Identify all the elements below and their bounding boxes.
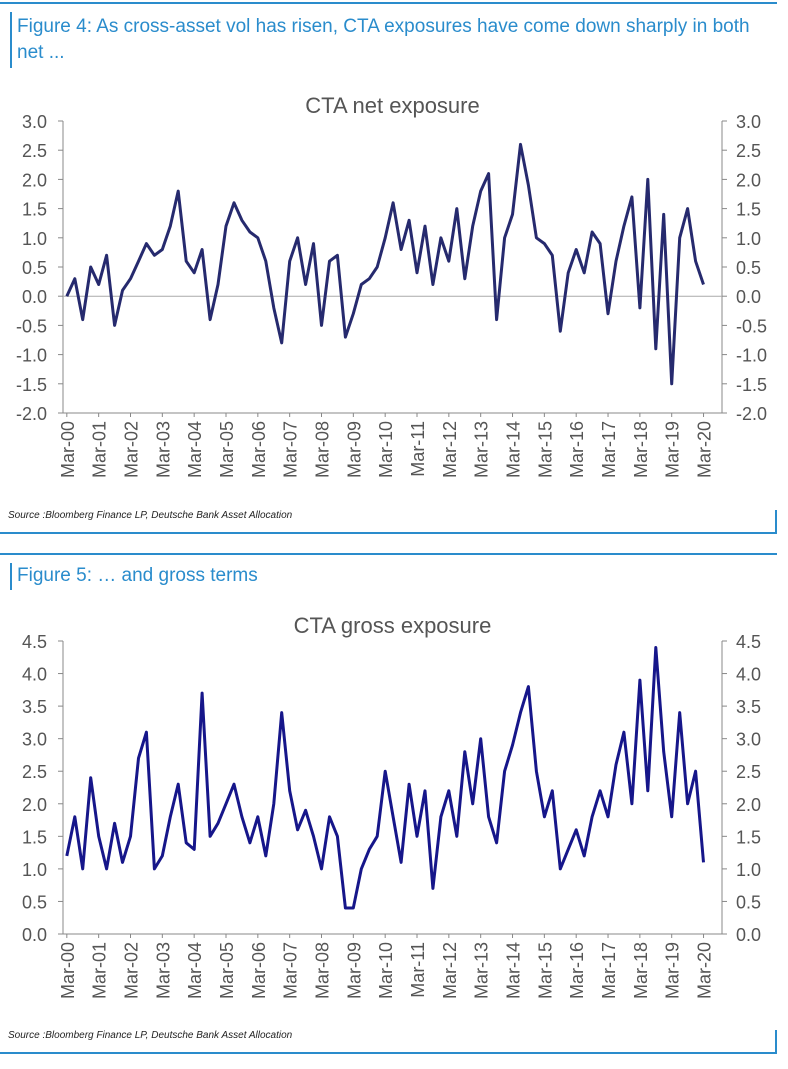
x-tick-label: Mar-14 [504, 421, 524, 478]
x-tick-label: Mar-00 [58, 942, 78, 999]
y2-tick-label: 0.0 [736, 287, 761, 307]
y2-tick-label: 2.0 [736, 795, 761, 815]
y-tick-label: 3.0 [22, 112, 47, 132]
x-tick-label: Mar-18 [631, 421, 651, 478]
y2-tick-label: 3.0 [736, 112, 761, 132]
y-tick-label: -2.0 [16, 404, 47, 424]
y2-tick-label: 2.5 [736, 762, 761, 782]
x-tick-label: Mar-03 [153, 421, 173, 478]
y-tick-label: 0.0 [22, 925, 47, 945]
y-tick-label: -0.5 [16, 316, 47, 336]
y2-tick-label: -1.0 [736, 346, 767, 366]
y2-tick-label: 1.5 [736, 827, 761, 847]
x-tick-label: Mar-15 [535, 421, 555, 478]
y2-tick-label: -0.5 [736, 316, 767, 336]
frame [0, 2, 777, 1054]
y-tick-label: 2.0 [22, 170, 47, 190]
source-note: Source :Bloomberg Finance LP, Deutsche B… [8, 1030, 293, 1041]
y-tick-label: 2.5 [22, 141, 47, 161]
y2-tick-label: -2.0 [736, 404, 767, 424]
y-tick-label: 4.0 [22, 665, 47, 685]
y2-tick-label: 4.5 [736, 632, 761, 652]
x-tick-label: Mar-04 [185, 421, 205, 478]
x-tick-label: Mar-01 [90, 942, 110, 999]
x-tick-label: Mar-19 [663, 942, 683, 999]
y-tick-label: 3.0 [22, 730, 47, 750]
y-tick-label: 1.5 [22, 200, 47, 220]
data-line [65, 646, 705, 910]
y-tick-label: 0.5 [22, 892, 47, 912]
x-tick-label: Mar-16 [567, 421, 587, 478]
figure-caption: Figure 4: As cross-asset vol has risen, … [17, 16, 750, 63]
x-tick-label: Mar-09 [344, 942, 364, 999]
x-tick-label: Mar-05 [217, 942, 237, 999]
y2-tick-label: 3.5 [736, 697, 761, 717]
x-tick-label: Mar-15 [535, 942, 555, 999]
x-tick-label: Mar-10 [376, 421, 396, 478]
x-tick-label: Mar-06 [249, 421, 269, 478]
y-tick-label: -1.0 [16, 346, 47, 366]
y-tick-label: -1.5 [16, 375, 47, 395]
y-tick-label: 4.5 [22, 632, 47, 652]
x-tick-label: Mar-08 [313, 942, 333, 999]
frame-line [0, 510, 777, 534]
y2-tick-label: 2.0 [736, 170, 761, 190]
x-tick-label: Mar-04 [185, 942, 205, 999]
y2-tick-label: 0.0 [736, 925, 761, 945]
y-tick-label: 0.0 [22, 287, 47, 307]
x-tick-label: Mar-13 [472, 942, 492, 999]
y-tick-label: 0.5 [22, 258, 47, 278]
y-tick-label: 2.0 [22, 795, 47, 815]
x-tick-label: Mar-03 [153, 942, 173, 999]
x-tick-label: Mar-14 [504, 942, 524, 999]
x-tick-label: Mar-20 [695, 421, 715, 478]
x-tick-label: Mar-20 [695, 942, 715, 999]
y-tick-label: 1.0 [22, 860, 47, 880]
x-tick-label: Mar-00 [58, 421, 78, 478]
frame-line [0, 1030, 777, 1054]
y-tick-label: 2.5 [22, 762, 47, 782]
source-note: Source :Bloomberg Finance LP, Deutsche B… [8, 510, 293, 521]
x-tick-label: Mar-10 [376, 942, 396, 999]
x-tick-label: Mar-07 [281, 421, 301, 478]
x-tick-label: Mar-16 [567, 942, 587, 999]
x-tick-label: Mar-02 [121, 421, 141, 478]
figure-caption: Figure 5: … and gross terms [17, 565, 258, 586]
y2-tick-label: 0.5 [736, 892, 761, 912]
x-tick-label: Mar-12 [440, 942, 460, 999]
y2-tick-label: 4.0 [736, 665, 761, 685]
x-tick-label: Mar-17 [599, 942, 619, 999]
y2-tick-label: 2.5 [736, 141, 761, 161]
y2-tick-label: 1.0 [736, 860, 761, 880]
x-tick-label: Mar-01 [90, 421, 110, 478]
y2-tick-label: -1.5 [736, 375, 767, 395]
y-tick-label: 3.5 [22, 697, 47, 717]
x-tick-label: Mar-17 [599, 421, 619, 478]
y-tick-label: 1.5 [22, 827, 47, 847]
x-tick-label: Mar-18 [631, 942, 651, 999]
y2-tick-label: 0.5 [736, 258, 761, 278]
chart-title: CTA gross exposure [294, 613, 492, 638]
y2-tick-label: 3.0 [736, 730, 761, 750]
x-tick-label: Mar-13 [472, 421, 492, 478]
y2-tick-label: 1.0 [736, 229, 761, 249]
x-tick-label: Mar-12 [440, 421, 460, 478]
x-tick-label: Mar-07 [281, 942, 301, 999]
y2-tick-label: 1.5 [736, 200, 761, 220]
chart-title: CTA net exposure [305, 93, 479, 118]
x-tick-label: Mar-11 [408, 942, 428, 998]
data-line [65, 142, 705, 386]
x-tick-label: Mar-06 [249, 942, 269, 999]
x-tick-label: Mar-05 [217, 421, 237, 478]
y-tick-label: 1.0 [22, 229, 47, 249]
x-tick-label: Mar-11 [408, 421, 428, 477]
x-tick-label: Mar-02 [121, 942, 141, 999]
x-tick-label: Mar-09 [344, 421, 364, 478]
x-tick-label: Mar-19 [663, 421, 683, 478]
x-tick-label: Mar-08 [313, 421, 333, 478]
